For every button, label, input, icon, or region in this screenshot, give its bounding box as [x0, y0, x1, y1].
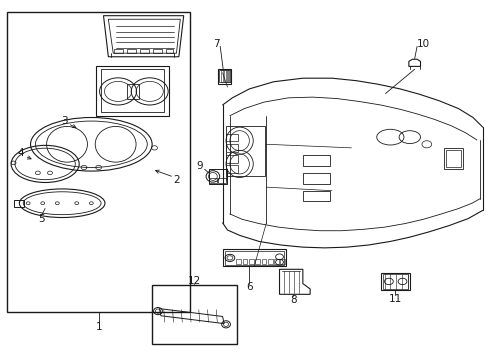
Bar: [229, 70, 231, 82]
Bar: [140, 49, 148, 53]
Bar: [274, 258, 279, 264]
Bar: [242, 258, 247, 264]
Bar: [224, 251, 284, 265]
Bar: [14, 201, 24, 207]
Bar: [446, 150, 460, 167]
Text: 9: 9: [196, 161, 203, 171]
Text: 1: 1: [95, 322, 102, 332]
Bar: [280, 258, 285, 264]
Bar: [114, 49, 122, 53]
Bar: [380, 273, 409, 290]
Bar: [302, 191, 329, 202]
Text: 10: 10: [416, 39, 429, 49]
Bar: [225, 155, 238, 163]
Bar: [302, 173, 329, 184]
Bar: [153, 49, 162, 53]
Bar: [225, 165, 238, 173]
Text: 4: 4: [18, 148, 24, 158]
Bar: [255, 258, 260, 264]
Text: 6: 6: [245, 282, 252, 292]
Bar: [126, 84, 139, 99]
Bar: [236, 258, 241, 264]
Bar: [302, 155, 329, 166]
Bar: [223, 249, 286, 266]
Bar: [382, 274, 407, 289]
Bar: [267, 258, 272, 264]
Bar: [217, 178, 225, 183]
Bar: [208, 169, 226, 184]
Bar: [223, 70, 225, 82]
Bar: [248, 258, 253, 264]
Bar: [226, 70, 228, 82]
Text: 7: 7: [213, 39, 220, 49]
Bar: [7, 12, 189, 312]
Bar: [217, 68, 231, 84]
Bar: [209, 178, 217, 183]
Bar: [225, 144, 238, 152]
Text: 5: 5: [38, 214, 44, 224]
Bar: [219, 69, 229, 82]
Bar: [225, 126, 264, 176]
Bar: [220, 70, 222, 82]
Text: 11: 11: [388, 294, 401, 303]
Bar: [165, 49, 173, 53]
Text: 8: 8: [289, 295, 296, 305]
Bar: [261, 258, 266, 264]
Bar: [126, 49, 135, 53]
Bar: [443, 148, 462, 169]
Bar: [225, 134, 238, 141]
Text: 3: 3: [61, 116, 68, 126]
Text: 2: 2: [173, 175, 180, 185]
Text: 12: 12: [187, 276, 201, 286]
Bar: [152, 285, 237, 344]
